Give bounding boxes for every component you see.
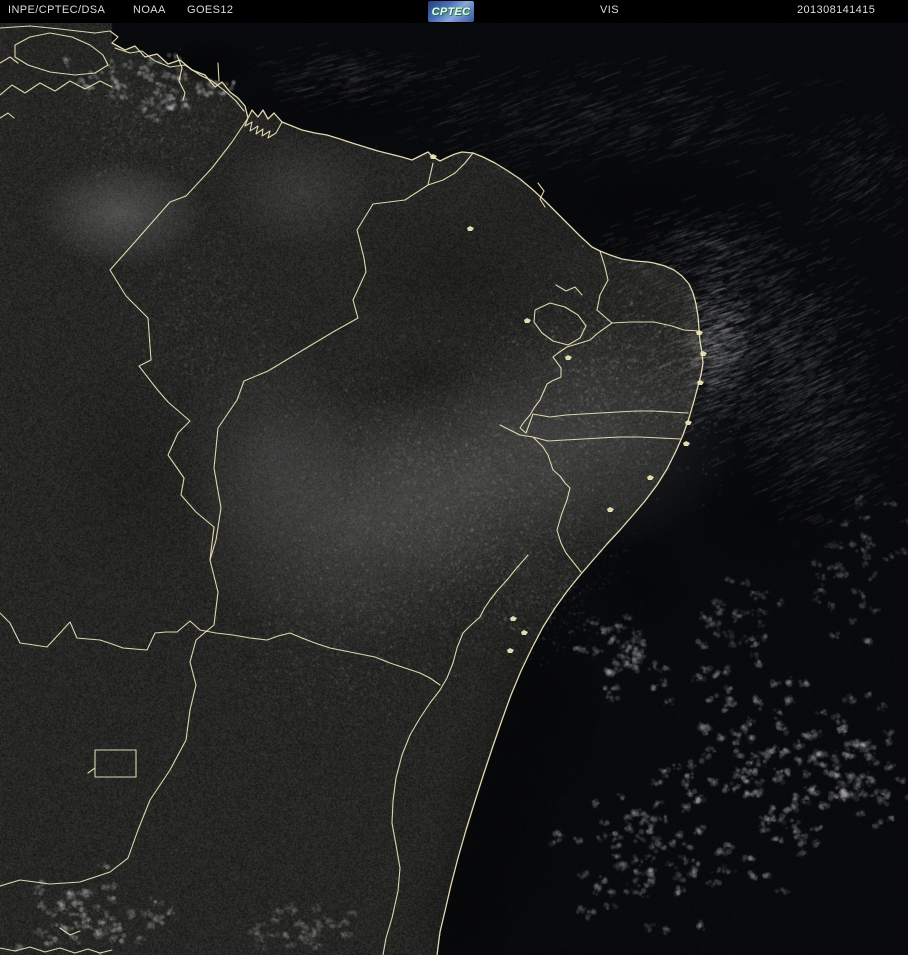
map-border-border-ceara-rn-pb xyxy=(519,250,700,434)
source-label: INPE/CPTEC/DSA xyxy=(8,4,106,16)
border-overlay xyxy=(0,25,707,955)
map-border-border-bottom-left xyxy=(0,927,113,954)
map-city-marker xyxy=(521,630,528,635)
map-border-border-parnaiba xyxy=(209,162,434,561)
map-city-marker xyxy=(697,380,704,385)
map-city-marker xyxy=(647,475,654,480)
cptec-logo-icon: CPTEC xyxy=(428,1,474,22)
map-city-marker xyxy=(607,507,614,512)
map-border-border-paraiba-inner xyxy=(533,182,587,346)
map-city-marker xyxy=(685,420,692,425)
map-city-marker xyxy=(467,226,474,231)
header-bar: INPE/CPTEC/DSA NOAA GOES12 CPTEC VIS 201… xyxy=(0,0,908,23)
map-border-border-ceara-west xyxy=(427,152,474,186)
map-border-marajo-island xyxy=(14,32,109,76)
cptec-logo-text: CPTEC xyxy=(431,5,471,18)
map-city-marker xyxy=(524,318,531,323)
map-border-boundary-rectangle xyxy=(87,749,137,778)
map-border-border-maranhao-west xyxy=(0,117,249,887)
map-border-coastline xyxy=(111,42,704,955)
map-border-north-coast-detail xyxy=(114,47,283,139)
map-city-marker xyxy=(700,351,707,356)
map-city-marker xyxy=(430,154,437,159)
map-city-marker xyxy=(507,648,514,653)
satellite-imagery-area xyxy=(0,23,908,955)
map-city-marker xyxy=(510,616,517,621)
map-border-border-amapa-inner xyxy=(176,54,186,101)
satellite-canvas xyxy=(0,23,908,955)
map-border-border-sergipe-bahia xyxy=(382,554,529,955)
agency-label: NOAA xyxy=(133,4,166,16)
map-city-marker xyxy=(565,355,572,360)
map-border-border-bahia-north xyxy=(0,612,441,686)
map-border-amazon-channel xyxy=(0,25,220,119)
satellite-label: GOES12 xyxy=(187,4,234,16)
timestamp-label: 201308141415 xyxy=(797,4,876,16)
map-border-border-pe-al xyxy=(499,424,682,573)
channel-label: VIS xyxy=(600,4,619,16)
map-city-marker xyxy=(683,441,690,446)
map-city-marker xyxy=(696,330,703,335)
